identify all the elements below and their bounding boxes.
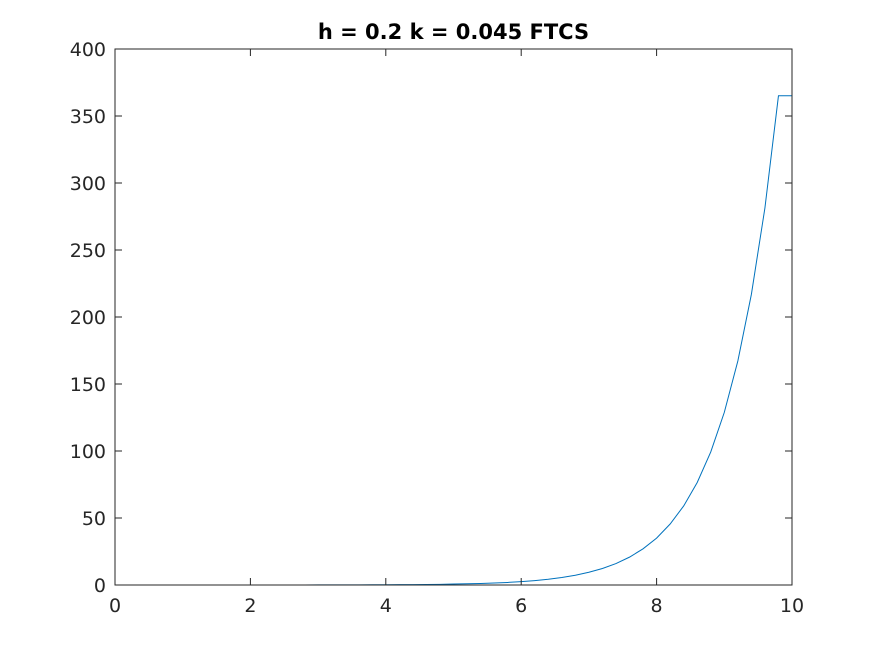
x-tick-label: 10 bbox=[780, 595, 804, 617]
y-axis: 0 50 100 150 200 250 300 350 400 bbox=[70, 39, 792, 597]
chart-title: h = 0.2 k = 0.045 FTCS bbox=[318, 20, 589, 44]
y-tick-label: 350 bbox=[70, 106, 106, 128]
x-tick-label: 8 bbox=[651, 595, 663, 617]
x-tick-label: 0 bbox=[109, 595, 121, 617]
y-tick-label: 0 bbox=[94, 575, 106, 597]
y-tick-label: 400 bbox=[70, 39, 106, 61]
y-tick-label: 50 bbox=[82, 508, 106, 530]
y-tick-label: 250 bbox=[70, 240, 106, 262]
x-tick-label: 2 bbox=[244, 595, 256, 617]
y-tick-label: 100 bbox=[70, 441, 106, 463]
y-tick-label: 300 bbox=[70, 173, 106, 195]
x-axis: 0 2 4 6 8 10 bbox=[109, 49, 804, 617]
y-tick-label: 150 bbox=[70, 374, 106, 396]
x-tick-label: 4 bbox=[380, 595, 392, 617]
plot-area bbox=[115, 49, 792, 585]
x-tick-label: 6 bbox=[515, 595, 527, 617]
y-tick-label: 200 bbox=[70, 307, 106, 329]
